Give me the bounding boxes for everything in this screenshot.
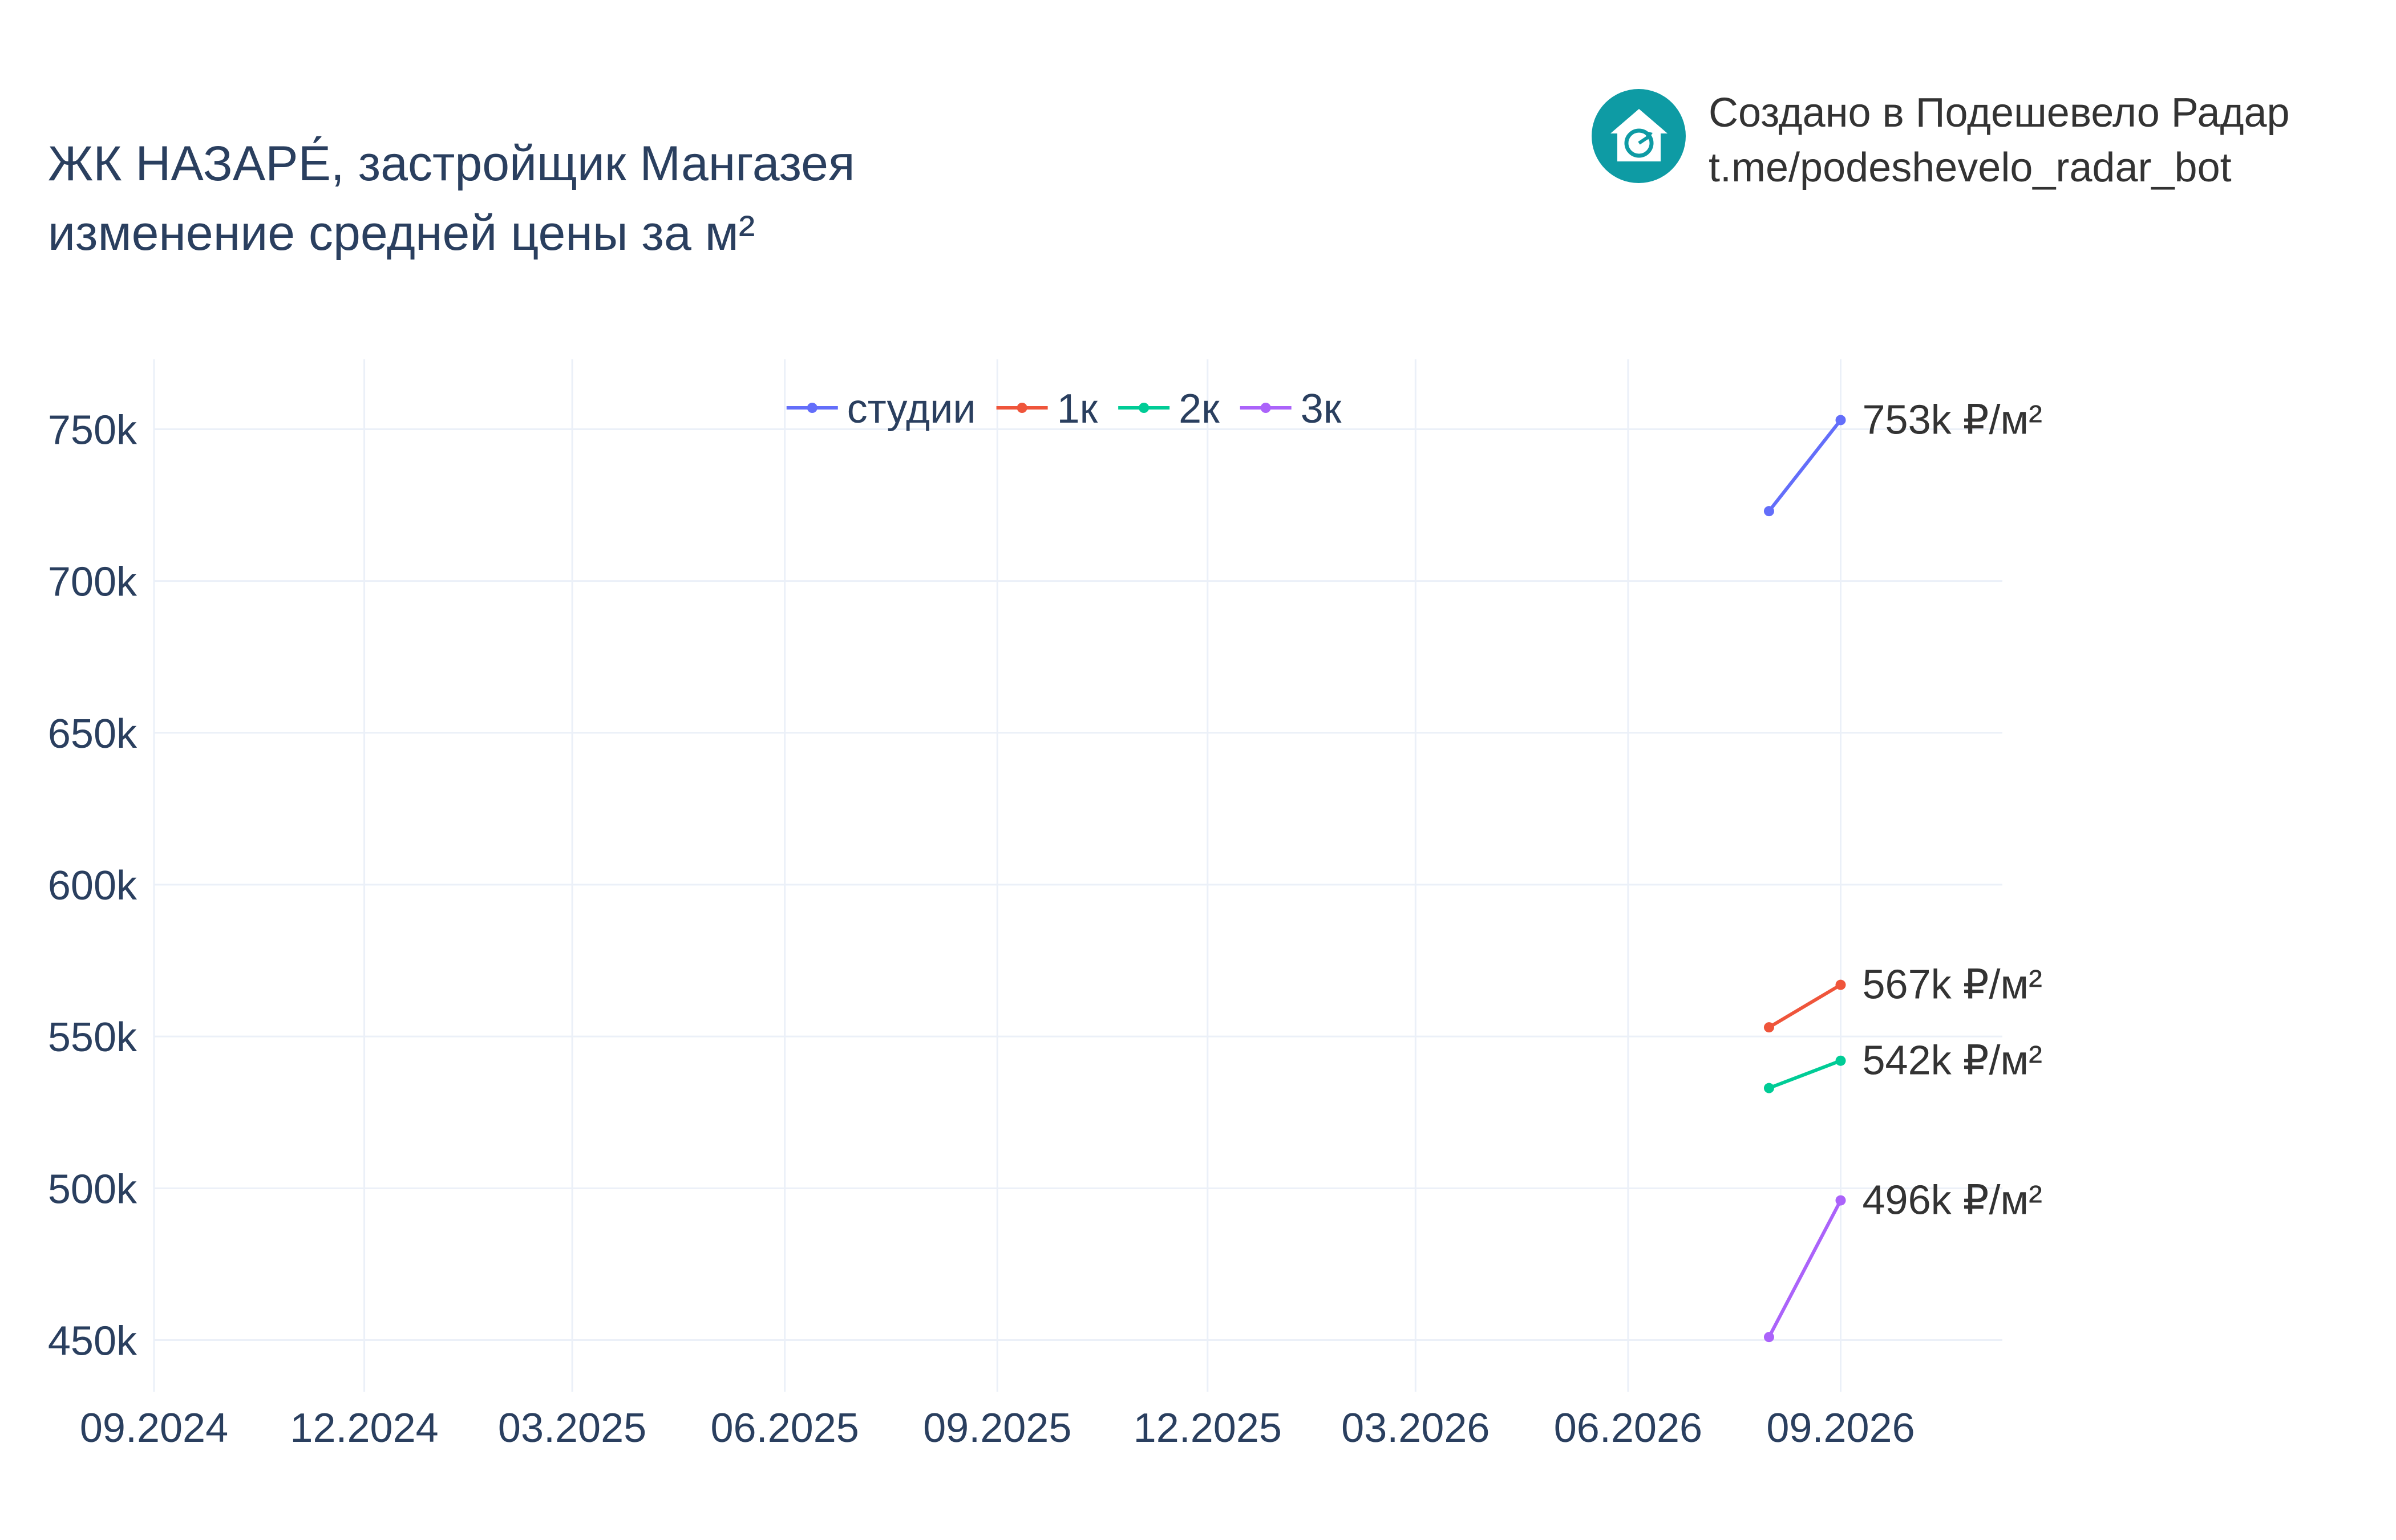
brand-text: Создано в Подешевело Радар t.me/podeshev… (1709, 86, 2290, 195)
data-point[interactable] (1763, 506, 1774, 517)
chart-title-line2: изменение средней цены за м² (48, 206, 755, 261)
grid-layer (153, 359, 2002, 1392)
x-tick-label: 06.2026 (1554, 1405, 1702, 1451)
end-value-label: 542k ₽/м² (1863, 1038, 2042, 1084)
series-студии: 753k ₽/м² (1763, 397, 2042, 517)
data-point[interactable] (1835, 1195, 1846, 1206)
end-value-label: 567k ₽/м² (1863, 962, 2042, 1008)
y-tick-label: 450k (48, 1319, 137, 1364)
legend: студии 1к 2к 3к (786, 386, 1342, 432)
legend-item-1к[interactable]: 1к (996, 386, 1098, 432)
legend-swatch-marker (1260, 403, 1271, 413)
legend-label: 1к (1057, 386, 1098, 432)
brand-name: Создано в Подешевело Радар (1709, 90, 2290, 136)
data-point[interactable] (1763, 1083, 1774, 1093)
x-tick-label: 06.2025 (711, 1405, 859, 1451)
house-refresh-icon (1592, 89, 1686, 183)
legend-swatch-marker (1139, 403, 1150, 413)
legend-label: 3к (1301, 386, 1342, 432)
chart-title: ЖК НАЗАРЕ́, застройщик Мангазея изменени… (48, 129, 855, 268)
series-line (1767, 419, 1842, 513)
x-tick-label: 12.2025 (1134, 1405, 1282, 1451)
x-tick-label: 03.2025 (498, 1405, 646, 1451)
x-tick-label: 09.2025 (923, 1405, 1071, 1451)
series-line (1768, 983, 1842, 1029)
legend-item-2к[interactable]: 2к (1118, 386, 1220, 432)
legend-item-3к[interactable]: 3к (1240, 386, 1342, 432)
brand-link[interactable]: t.me/podeshevelo_radar_bot (1709, 145, 2232, 191)
series-3к: 496k ₽/м² (1763, 1178, 2042, 1343)
data-point[interactable] (1835, 415, 1846, 425)
brand-watermark: Создано в Подешевело Радар t.me/podeshev… (1592, 86, 2290, 195)
legend-swatch-marker (807, 403, 817, 413)
y-tick-label: 700k (48, 560, 137, 605)
data-point[interactable] (1763, 1022, 1774, 1033)
legend-item-студии[interactable]: студии (786, 386, 976, 432)
legend-label: 2к (1179, 386, 1220, 432)
legend-label: студии (847, 386, 976, 432)
series-line (1767, 1199, 1843, 1338)
y-tick-label: 500k (48, 1166, 137, 1212)
y-tick-label: 550k (48, 1015, 137, 1060)
x-tick-label: 12.2024 (290, 1405, 438, 1451)
y-tick-label: 600k (48, 863, 137, 909)
series-line (1768, 1059, 1841, 1090)
data-point[interactable] (1835, 1055, 1846, 1066)
axis-layer: 09.2024 12.2024 03.2025 06.2025 09.2025 12.20… (48, 407, 1915, 1451)
x-tick-label: 09.2024 (80, 1405, 228, 1451)
x-tick-label: 03.2026 (1341, 1405, 1490, 1451)
data-point[interactable] (1763, 1332, 1774, 1343)
x-tick-label: 09.2026 (1766, 1405, 1915, 1451)
series-1к: 567k ₽/м² (1763, 962, 2042, 1033)
end-value-label: 753k ₽/м² (1863, 397, 2042, 443)
series-2к: 542k ₽/м² (1763, 1038, 2042, 1093)
chart-title-line1: ЖК НАЗАРЕ́, застройщик Мангазея (48, 136, 855, 191)
y-tick-label: 650k (48, 711, 137, 757)
data-point[interactable] (1835, 979, 1846, 990)
end-value-label: 496k ₽/м² (1863, 1178, 2042, 1223)
series-layer: 753k ₽/м² 567k ₽/м² 542k ₽/м² 496k ₽/м² (1763, 397, 2042, 1343)
y-tick-label: 750k (48, 407, 137, 453)
legend-swatch-marker (1017, 403, 1027, 413)
